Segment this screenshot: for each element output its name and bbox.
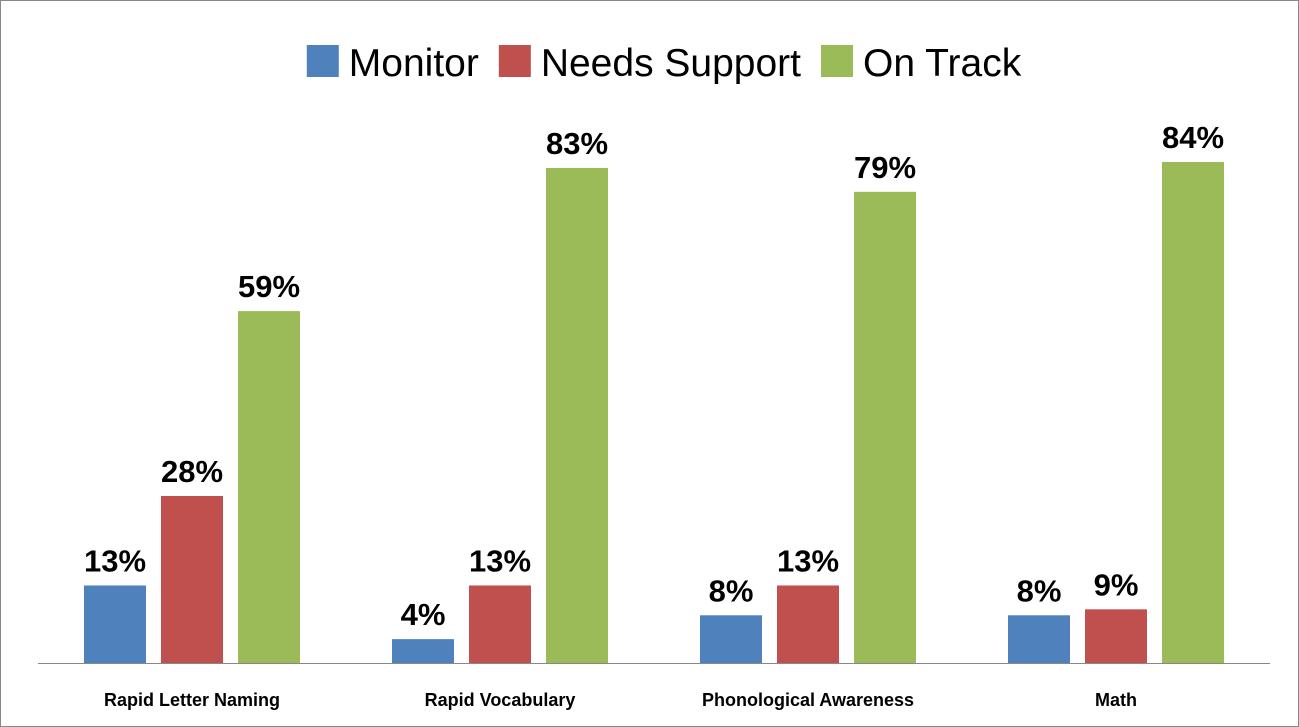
x-tick-label: Phonological Awareness [702, 690, 914, 710]
bar [238, 311, 300, 663]
bar [1008, 615, 1070, 663]
bar [1085, 609, 1147, 663]
legend-label: On Track [863, 42, 1022, 85]
legend-label: Monitor [349, 42, 479, 85]
data-label: 13% [84, 543, 146, 578]
x-tick-label: Rapid Letter Naming [104, 690, 280, 710]
data-label: 13% [777, 543, 839, 578]
data-label: 8% [1017, 573, 1062, 608]
legend-swatch [821, 45, 853, 77]
data-label: 59% [238, 269, 300, 304]
bar [546, 167, 608, 663]
bar [392, 639, 454, 663]
bar [1162, 162, 1224, 663]
data-label: 8% [709, 573, 754, 608]
bar [777, 585, 839, 663]
data-label: 9% [1094, 567, 1139, 602]
data-label: 84% [1162, 120, 1224, 155]
bar [84, 585, 146, 663]
bar [854, 191, 916, 664]
data-label: 4% [401, 597, 446, 632]
legend-swatch [306, 45, 339, 77]
data-label: 13% [469, 543, 531, 578]
x-tick-label: Rapid Vocabulary [425, 690, 576, 710]
data-label: 28% [161, 454, 223, 489]
x-tick-label: Math [1095, 690, 1137, 710]
legend-swatch [498, 45, 531, 77]
bar [469, 585, 531, 663]
bar [161, 496, 223, 663]
data-label: 83% [546, 126, 608, 161]
data-label: 79% [854, 150, 916, 185]
bar [700, 615, 762, 663]
legend-label: Needs Support [541, 42, 801, 85]
